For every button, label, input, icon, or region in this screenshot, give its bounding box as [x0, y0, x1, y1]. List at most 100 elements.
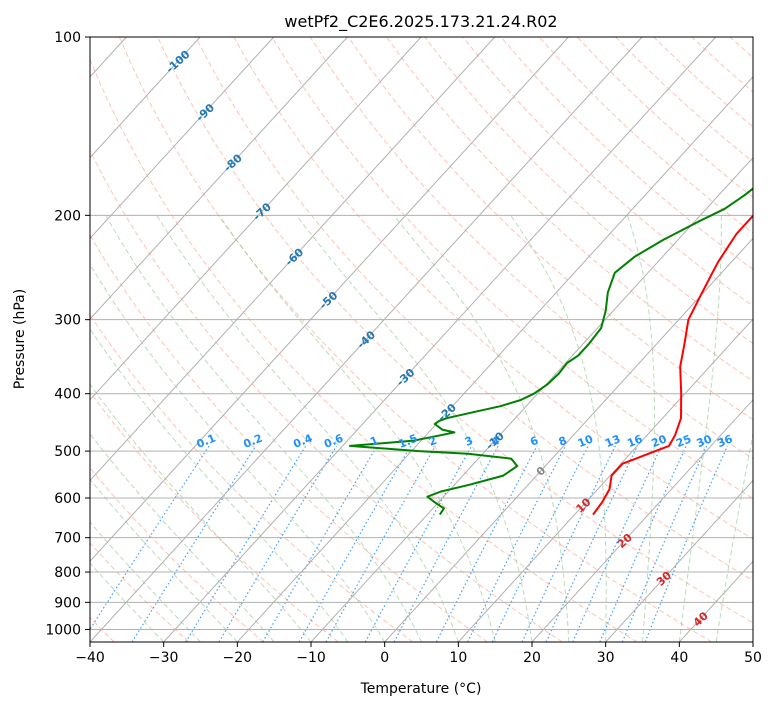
dry-adiabat: [576, 37, 753, 198]
moist-adiabat: [156, 215, 459, 642]
mixing-ratio-label: 13: [603, 432, 622, 450]
isotherm-line: [310, 156, 753, 642]
mixing-ratio-label: 3: [463, 434, 475, 449]
isotherm-line: [236, 76, 753, 642]
mixing-ratio-line: [435, 445, 538, 642]
isotherm-line: [90, 37, 201, 159]
background-lines: [90, 37, 775, 642]
moist-adiabat: [90, 521, 201, 642]
isotherm-line: [384, 237, 753, 642]
isotherm-line: [163, 37, 717, 642]
moist-adiabat: [90, 433, 275, 642]
dry-adiabat: [90, 313, 414, 642]
dry-adiabat: [691, 37, 753, 93]
moist-adiabat: [90, 478, 238, 642]
x-tick-label: −30: [149, 650, 179, 666]
y-tick-label: 700: [54, 531, 81, 547]
y-tick-label: 800: [54, 565, 81, 581]
y-tick-label: 100: [54, 30, 81, 46]
isotherm-line: [457, 318, 753, 642]
y-tick-label: 600: [54, 491, 81, 507]
isotherm-line: [90, 37, 422, 401]
x-tick-label: −40: [75, 650, 105, 666]
x-tick-label: −20: [223, 650, 253, 666]
moist-adiabat: [510, 215, 607, 642]
dry-adiabat: [768, 37, 775, 642]
x-tick-label: 10: [449, 650, 467, 666]
dry-adiabat: [90, 58, 638, 642]
y-tick-label: 300: [54, 313, 81, 329]
dry-adiabat: [462, 37, 753, 307]
mixing-ratio-label: 6: [528, 434, 540, 449]
moist-adiabat: [90, 263, 386, 642]
dry-adiabat: [729, 37, 753, 59]
mixing-ratio-label: 25: [674, 432, 693, 450]
isotherm-label: -100: [164, 48, 193, 76]
x-tick-label: 50: [744, 650, 762, 666]
mixing-ratio-line: [90, 445, 210, 631]
dry-adiabat: [195, 37, 753, 582]
line-labels: -100-90-80-70-60-50-40-30-20-10010203040…: [164, 48, 735, 630]
dry-adiabat: [653, 37, 753, 128]
isotherm-line: [90, 37, 569, 563]
mixing-ratio-label: 2: [427, 434, 439, 449]
x-tick-label: 0: [380, 650, 389, 666]
mixing-ratio-label: 1: [368, 434, 380, 449]
moist-adiabat: [296, 215, 533, 642]
dry-adiabat: [538, 37, 753, 234]
mixing-ratio-label: 1.5: [396, 432, 419, 451]
mixing-ratio-line: [491, 445, 589, 642]
mixing-ratio-label: 30: [695, 432, 714, 450]
y-tick-label: 400: [54, 387, 81, 403]
isotherm-line: [90, 37, 275, 240]
dry-adiabat: [424, 37, 753, 344]
dry-adiabat: [271, 37, 753, 500]
y-tick-label: 500: [54, 444, 81, 460]
dry-adiabat: [90, 149, 563, 642]
chart-title: wetPf2_C2E6.2025.173.21.24.R02: [284, 12, 557, 32]
mixing-ratio-line: [218, 445, 338, 642]
dry-adiabat: [157, 37, 753, 624]
mixing-ratio-line: [325, 445, 437, 642]
x-tick-label: 30: [597, 650, 615, 666]
moist-adiabat: [105, 215, 422, 642]
temperature-profile: [592, 214, 753, 516]
plot-frame: [89, 36, 754, 643]
x-tick-label: −10: [296, 650, 326, 666]
mixing-ratio-label: 0.4: [291, 431, 314, 450]
dewpoint-profile: [349, 187, 753, 516]
axes: −40 −30 −20 −10 0 10 20 30 40 5010020030040050060…: [45, 30, 762, 666]
x-tick-label: 40: [670, 650, 688, 666]
mixing-ratio-line: [644, 445, 728, 642]
moist-adiabat: [626, 215, 655, 642]
y-tick-label: 1000: [45, 622, 81, 638]
y-tick-label: 900: [54, 595, 81, 611]
moist-adiabat: [90, 383, 312, 642]
dry-adiabat: [309, 37, 753, 460]
dry-adiabat: [386, 37, 753, 382]
dry-adiabat: [615, 37, 753, 163]
mixing-ratio-label: 36: [715, 432, 734, 450]
mixing-ratio-label: 0.2: [241, 432, 264, 451]
isotherm-line: [605, 479, 753, 642]
mixing-ratio-line: [185, 445, 307, 642]
mixing-ratio-label: 16: [625, 432, 644, 450]
isotherm-line: [90, 37, 496, 482]
dry-adiabat: [90, 542, 190, 642]
dry-adiabat: [90, 467, 264, 642]
mixing-ratio-line: [262, 445, 378, 642]
mixing-ratio-label: 0.6: [322, 431, 345, 450]
moist-adiabat: [715, 430, 753, 642]
mixing-ratio-label: 0.1: [195, 432, 218, 451]
moist-adiabat: [678, 215, 722, 642]
mixing-ratio-line: [599, 445, 687, 642]
moist-adiabat: [90, 562, 165, 642]
mixing-ratio-label: 8: [557, 434, 569, 449]
mixing-ratio-label: 20: [650, 432, 669, 450]
isotherm-line: [90, 37, 643, 642]
profiles: [349, 187, 753, 516]
isotherm-line: [531, 399, 753, 642]
mixing-ratio-line: [466, 445, 566, 642]
isotherm-line: [90, 37, 348, 320]
